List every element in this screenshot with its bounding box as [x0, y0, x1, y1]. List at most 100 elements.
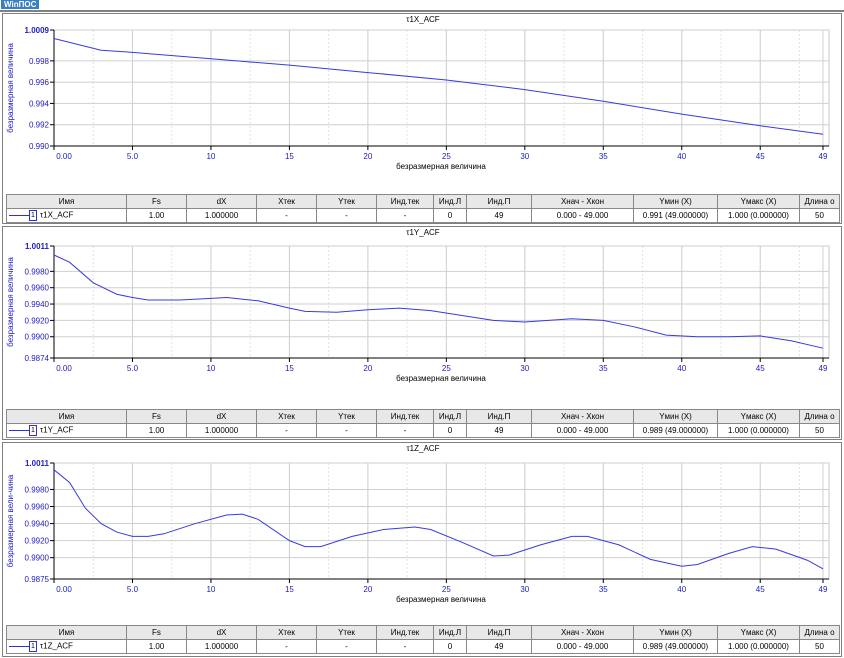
table-row[interactable]: 1 τ1Y_ACF 1.00 1.000000- - -0 49 0.000 - 49.000…: [6, 423, 840, 438]
column-header[interactable]: Yмакс (X): [717, 194, 800, 209]
table-cell: 0.989 (49.000000): [633, 423, 718, 438]
signal-table: Имя Fs dX Xтек Yтек Инд.тек Инд.Л Инд.П Хнач - Х…: [6, 625, 840, 654]
x-tick-label: 30: [520, 585, 529, 594]
column-header[interactable]: Имя: [6, 194, 127, 209]
table-cell: 1.000 (0.000000): [717, 639, 800, 654]
column-header[interactable]: Yмакс (X): [717, 409, 800, 424]
x-axis-label: безразмерная величина: [396, 595, 486, 604]
series-line: [53, 469, 824, 570]
x-tick-label: 49: [819, 585, 828, 594]
column-header[interactable]: dX: [186, 409, 257, 424]
series-line: [53, 38, 824, 135]
column-header[interactable]: dX: [186, 625, 257, 640]
x-tick-label: 40: [677, 152, 686, 161]
column-header[interactable]: Инд.тек: [376, 409, 434, 424]
table-cell: 50: [799, 639, 840, 654]
x-tick-label: 0.00: [56, 152, 72, 161]
column-header[interactable]: Инд.тек: [376, 625, 434, 640]
column-header[interactable]: Yтек: [316, 409, 377, 424]
chart: τ1Y_ACF 0.00 5.0 10 15 20 25 30 35 40 45 49 0.9874 0.…: [6, 228, 830, 383]
x-tick-label: 0.00: [56, 364, 72, 373]
table-cell: 49: [466, 639, 532, 654]
x-tick-label: 45: [756, 364, 765, 373]
column-header[interactable]: Имя: [6, 409, 127, 424]
x-tick-label: 10: [206, 364, 215, 373]
table-cell: 1.00: [126, 639, 187, 654]
chart: τ1X_ACF 0.00 5.0 10 15 20 25 30 35 40 45 49 0.990 0.9…: [6, 15, 830, 171]
y-tick-label: 0.9940: [25, 520, 50, 529]
chart-title: τ1Y_ACF: [406, 228, 440, 237]
column-header[interactable]: Инд.Л: [433, 409, 467, 424]
y-tick-label: 0.9900: [25, 554, 50, 563]
y-tick-label: 0.9960: [25, 503, 50, 512]
table-cell: 1.000000: [186, 639, 257, 654]
column-header[interactable]: Xтек: [256, 625, 317, 640]
table-cell: 0.989 (49.000000): [633, 639, 718, 654]
table-cell: -: [316, 639, 377, 654]
column-header[interactable]: Yмин (X): [633, 194, 718, 209]
signal-name-cell: 1 τ1Z_ACF: [6, 639, 127, 654]
column-header[interactable]: Fs: [126, 625, 187, 640]
x-tick-label: 35: [599, 152, 608, 161]
column-header[interactable]: Fs: [126, 194, 187, 209]
table-cell: 1.000 (0.000000): [717, 423, 800, 438]
column-header[interactable]: Инд.П: [466, 409, 532, 424]
x-tick-label: 25: [442, 152, 451, 161]
signal-name-cell: 1 τ1Y_ACF: [6, 423, 127, 438]
column-header[interactable]: Инд.Л: [433, 625, 467, 640]
table-header: Имя Fs dX Xтек Yтек Инд.тек Инд.Л Инд.П Хнач - Х…: [6, 194, 840, 209]
divider: [0, 10, 844, 12]
table-cell: -: [376, 423, 434, 438]
chart-title: τ1X_ACF: [406, 15, 440, 24]
table-row[interactable]: 1 τ1X_ACF 1.00 1.000000- - -0 49 0.000 - 49.000…: [6, 208, 840, 223]
column-header[interactable]: Xтек: [256, 194, 317, 209]
column-header[interactable]: Длина о: [799, 194, 840, 209]
signal-table: Имя Fs dX Xтек Yтек Инд.тек Инд.Л Инд.П Хнач - Х…: [6, 409, 840, 438]
y-tick-label: 1.0011: [25, 242, 50, 251]
table-row[interactable]: 1 τ1Z_ACF 1.00 1.000000- - -0 49 0.000 - 49.000…: [6, 639, 840, 654]
y-tick-label: 0.9920: [25, 537, 50, 546]
column-header[interactable]: Инд.Л: [433, 194, 467, 209]
y-tick-label: 0.9900: [25, 333, 50, 342]
column-header[interactable]: Длина о: [799, 409, 840, 424]
column-header[interactable]: Имя: [6, 625, 127, 640]
column-header[interactable]: Yмакс (X): [717, 625, 800, 640]
y-tick-label: 0.9980: [25, 485, 50, 494]
y-axis-label: безразмерная величина: [6, 257, 15, 347]
column-header[interactable]: Хнач - Хкон: [531, 625, 634, 640]
table-header: Имя Fs dX Xтек Yтек Инд.тек Инд.Л Инд.П Хнач - Х…: [6, 409, 840, 424]
signal-table: Имя Fs dX Xтек Yтек Инд.тек Инд.Л Инд.П Хнач - Х…: [6, 194, 840, 223]
x-tick-label: 15: [285, 152, 294, 161]
column-header[interactable]: Yтек: [316, 194, 377, 209]
y-tick-label: 0.9875: [25, 575, 50, 584]
column-header[interactable]: Хнач - Хкон: [531, 194, 634, 209]
column-header[interactable]: Длина о: [799, 625, 840, 640]
column-header[interactable]: Yмин (X): [633, 625, 718, 640]
column-header[interactable]: Yмин (X): [633, 409, 718, 424]
table-cell: -: [376, 208, 434, 223]
column-header[interactable]: Хнач - Хкон: [531, 409, 634, 424]
y-tick-label: 0.9920: [25, 316, 50, 325]
table-cell: 0.991 (49.000000): [633, 208, 718, 223]
y-axis-label: безразмерная величина: [6, 43, 15, 133]
column-header[interactable]: Инд.П: [466, 194, 532, 209]
table-cell: -: [316, 423, 377, 438]
column-header[interactable]: Инд.П: [466, 625, 532, 640]
plot-area: [53, 245, 830, 359]
table-cell: 0.000 - 49.000: [531, 208, 634, 223]
x-axis-label: безразмерная величина: [396, 374, 486, 383]
x-tick-label: 15: [285, 364, 294, 373]
column-header[interactable]: Инд.тек: [376, 194, 434, 209]
x-tick-label: 45: [756, 585, 765, 594]
signal-name: τ1Z_ACF: [40, 641, 73, 651]
y-tick-label: 0.9874: [25, 354, 50, 363]
column-header[interactable]: Yтек: [316, 625, 377, 640]
plot-area: [53, 462, 830, 580]
table-cell: -: [256, 423, 317, 438]
column-header[interactable]: Xтек: [256, 409, 317, 424]
column-header[interactable]: Fs: [126, 409, 187, 424]
table-cell: 1.00: [126, 423, 187, 438]
table-cell: 49: [466, 423, 532, 438]
column-header[interactable]: dX: [186, 194, 257, 209]
table-cell: 49: [466, 208, 532, 223]
